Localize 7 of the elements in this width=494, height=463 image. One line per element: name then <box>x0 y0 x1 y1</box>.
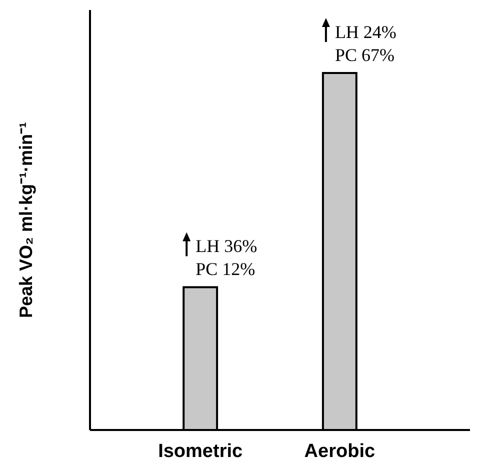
annotation: PC 67% <box>334 45 394 65</box>
annotation: LH 36% <box>196 236 258 256</box>
y-axis-title: Peak VO₂ ml·kg⁻¹·min⁻¹ <box>16 122 36 318</box>
x-tick-label: Isometric <box>158 441 243 462</box>
x-tick-label: Aerobic <box>304 441 376 462</box>
annotation: LH 24% <box>334 22 396 42</box>
annotation: PC 12% <box>196 259 256 280</box>
